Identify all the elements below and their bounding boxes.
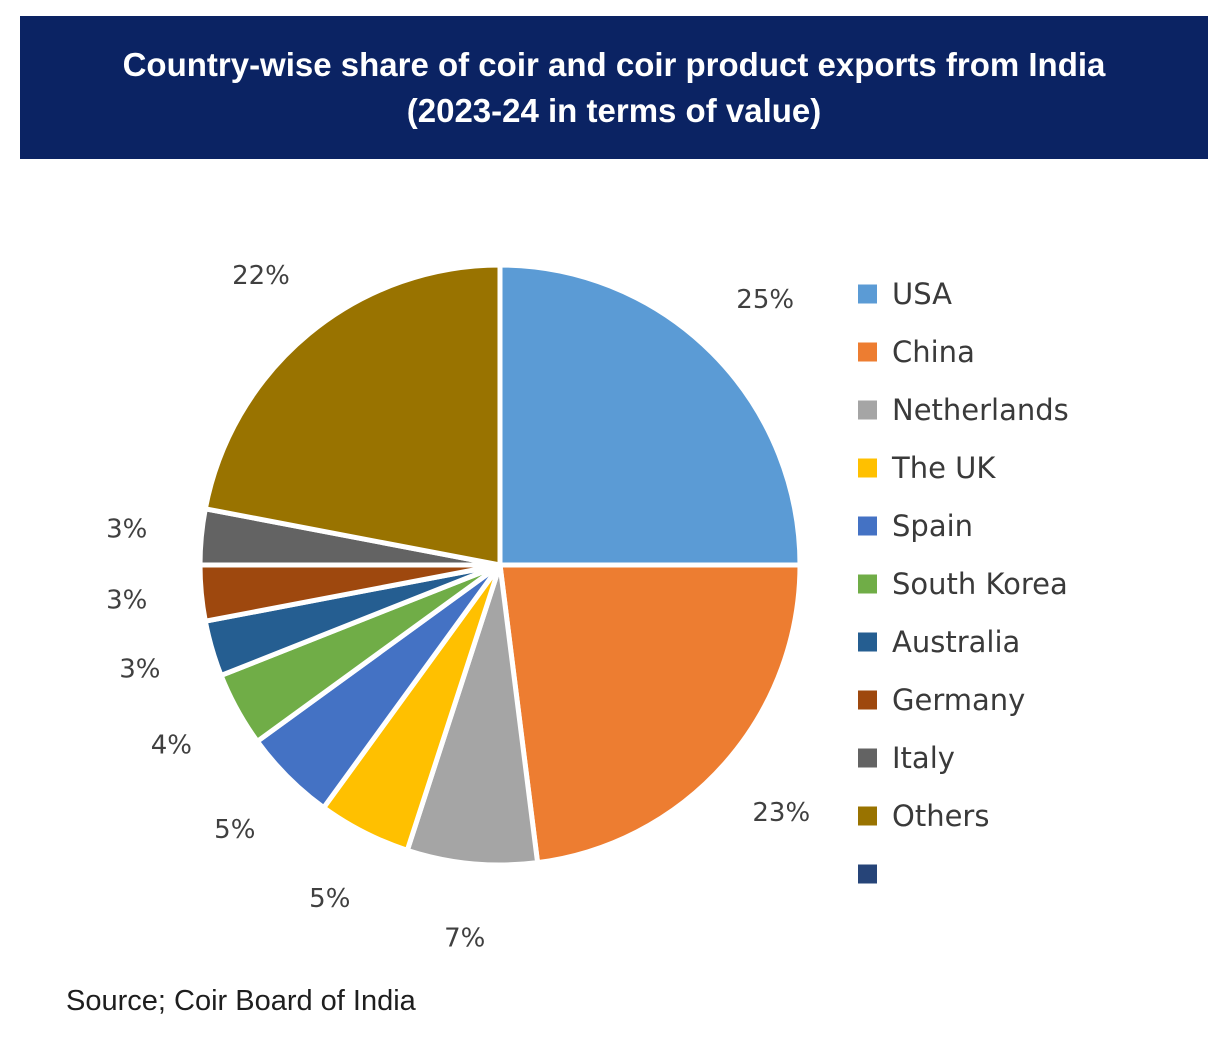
pie-data-labels: 25% 23% 7% 5% 5% 4% 3% 3% 3% 22%	[106, 261, 810, 953]
legend-item-china: China	[858, 335, 975, 369]
data-label-usa: 25%	[736, 285, 794, 315]
legend-label: Australia	[892, 625, 1020, 659]
legend-swatch	[858, 516, 877, 536]
legend-item-others: Others	[858, 799, 989, 833]
legend-swatch	[858, 284, 877, 304]
legend-item-germany: Germany	[858, 683, 1025, 717]
legend-item-south-korea: South Korea	[858, 567, 1068, 601]
legend-item-spain: Spain	[858, 509, 973, 543]
data-label-south-korea: 4%	[151, 731, 192, 761]
legend-label: Germany	[892, 683, 1025, 717]
legend-swatch	[858, 458, 877, 478]
legend-label: Spain	[892, 509, 973, 543]
legend-swatch	[858, 574, 877, 594]
legend-swatch	[858, 806, 877, 826]
title-banner: Country-wise share of coir and coir prod…	[20, 16, 1208, 159]
legend: USA China Netherlands The UK Spain South Kore…	[858, 277, 1069, 884]
legend-swatch	[858, 690, 877, 710]
legend-swatch	[858, 400, 877, 420]
data-label-netherlands: 7%	[444, 923, 485, 953]
pie-slices	[197, 262, 803, 868]
pie-slice-china	[497, 562, 803, 866]
data-label-the-uk: 5%	[309, 884, 350, 914]
pie-slice-usa	[497, 262, 803, 568]
legend-label: USA	[892, 277, 952, 311]
legend-swatch	[858, 748, 877, 768]
legend-item-usa: USA	[858, 277, 952, 311]
legend-label: China	[892, 335, 975, 369]
legend-swatch	[858, 632, 877, 652]
legend-swatch	[858, 864, 877, 884]
legend-item-italy: Italy	[858, 741, 955, 775]
legend-item-australia: Australia	[858, 625, 1020, 659]
legend-label: Netherlands	[892, 393, 1069, 427]
data-label-germany: 3%	[106, 585, 147, 615]
legend-label: Italy	[892, 741, 955, 775]
chart-title-line-2: (2023-24 in terms of value)	[406, 91, 822, 129]
source-note: Source; Coir Board of India	[66, 985, 416, 1017]
legend-label: Others	[892, 799, 989, 833]
legend-item-the-uk: The UK	[858, 451, 996, 485]
pie-slice-netherlands	[404, 562, 541, 868]
legend-item-netherlands: Netherlands	[858, 393, 1069, 427]
legend-label: The UK	[891, 451, 996, 485]
legend-item-swatch-11	[858, 864, 877, 884]
data-label-others: 22%	[232, 261, 290, 291]
legend-label: South Korea	[892, 567, 1068, 601]
data-label-italy: 3%	[106, 515, 147, 545]
data-label-china: 23%	[752, 798, 810, 828]
chart-title-line-1: Country-wise share of coir and coir prod…	[122, 45, 1106, 83]
pie-slice-others	[202, 262, 503, 568]
data-label-spain: 5%	[214, 815, 255, 845]
legend-swatch	[858, 342, 877, 362]
data-label-australia: 3%	[119, 655, 160, 685]
